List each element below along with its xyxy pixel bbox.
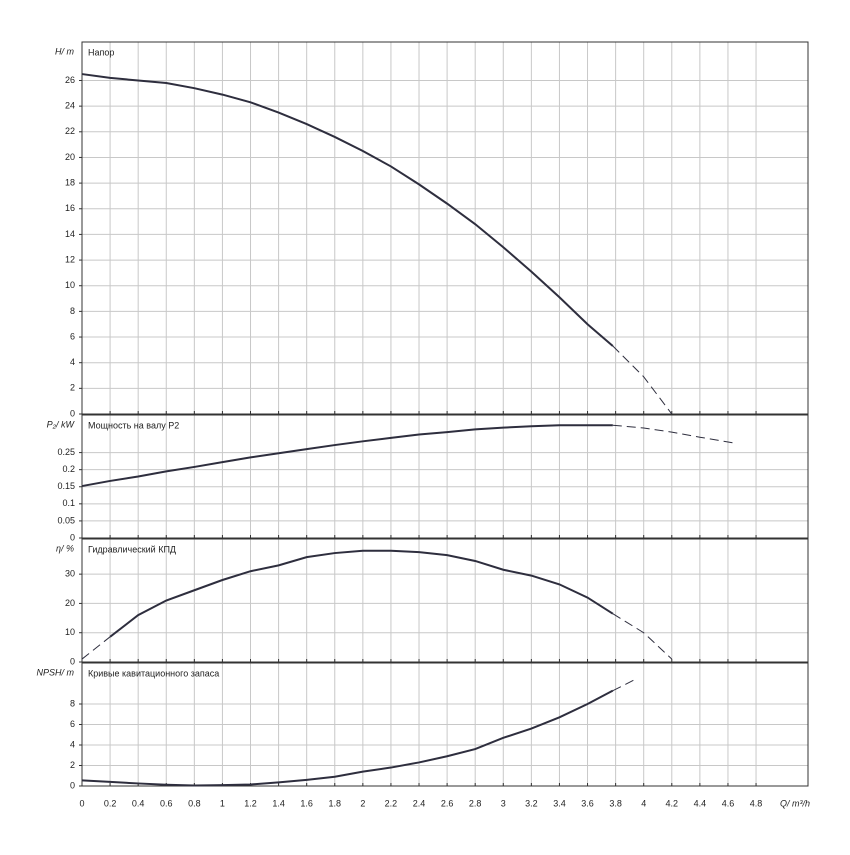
x-tick-label: 4.6 — [722, 798, 735, 808]
x-tick-label: 4.8 — [750, 798, 763, 808]
curve — [81, 424, 613, 488]
x-tick-label: 2.8 — [469, 798, 482, 808]
curve-dashed — [612, 345, 673, 415]
y-tick-label: 4 — [70, 357, 75, 367]
x-tick-label: 4 — [641, 798, 646, 808]
y-tick-label: 0 — [70, 780, 75, 790]
x-tick-label: 3.2 — [525, 798, 538, 808]
y-tick-label: 20 — [65, 152, 75, 162]
y-tick-label: 14 — [65, 229, 75, 239]
x-tick-label: 4.4 — [694, 798, 707, 808]
curve — [81, 689, 614, 787]
y-tick-label: 22 — [65, 126, 75, 136]
y-tick-label: 2 — [70, 383, 75, 393]
y-tick-label: 6 — [70, 331, 75, 341]
x-tick-label: 2.2 — [385, 798, 398, 808]
x-tick-label: 2.6 — [441, 798, 454, 808]
y-axis-label: P₂/ kW — [47, 419, 76, 429]
y-tick-label: 16 — [65, 203, 75, 213]
y-tick-label: 0 — [70, 656, 75, 666]
curve — [81, 73, 614, 347]
y-axis-label: H/ m — [55, 46, 75, 56]
plot-area — [82, 415, 808, 538]
x-tick-label: 0.6 — [160, 798, 173, 808]
plot-area — [82, 42, 808, 414]
y-tick-label: 0.2 — [62, 464, 75, 474]
y-tick-label: 10 — [65, 280, 75, 290]
x-tick-label: 1.4 — [272, 798, 285, 808]
y-tick-label: 0.25 — [57, 447, 75, 457]
x-axis-label: Q/ m³/h — [780, 798, 810, 808]
y-tick-label: 6 — [70, 719, 75, 729]
y-tick-label: 8 — [70, 698, 75, 708]
x-tick-label: 1.2 — [244, 798, 257, 808]
x-tick-label: 0 — [79, 798, 84, 808]
y-tick-label: 0 — [70, 532, 75, 542]
y-axis-label: η/ % — [56, 543, 74, 553]
curve-dashed — [612, 424, 737, 444]
plot-area — [82, 539, 808, 662]
x-tick-label: 1 — [220, 798, 225, 808]
panel-frame — [81, 414, 809, 539]
y-tick-label: 0.15 — [57, 481, 75, 491]
x-tick-label: 4.2 — [666, 798, 679, 808]
y-tick-label: 0 — [70, 408, 75, 418]
y-tick-label: 12 — [65, 254, 75, 264]
curve-dashed — [81, 636, 111, 660]
panel-frame — [81, 538, 809, 663]
panel-title: Напор — [88, 47, 114, 57]
y-tick-label: 18 — [65, 177, 75, 187]
y-tick-label: 0.05 — [57, 515, 75, 525]
x-tick-label: 0.2 — [104, 798, 117, 808]
y-tick-label: 10 — [65, 627, 75, 637]
curve-dashed — [612, 613, 673, 660]
y-tick-label: 26 — [65, 75, 75, 85]
x-tick-label: 2.4 — [413, 798, 426, 808]
panel-title: Кривые кавитационного запаса — [88, 668, 219, 678]
y-tick-label: 24 — [65, 101, 75, 111]
x-tick-label: 3.8 — [609, 798, 622, 808]
x-tick-label: 0.8 — [188, 798, 201, 808]
panel-frame — [81, 41, 809, 415]
y-tick-label: 30 — [65, 569, 75, 579]
curve — [109, 549, 614, 638]
y-axis-label: NPSH/ m — [36, 667, 74, 677]
y-tick-label: 4 — [70, 739, 75, 749]
x-tick-label: 3 — [501, 798, 506, 808]
x-tick-label: 1.6 — [300, 798, 313, 808]
x-tick-label: 0.4 — [132, 798, 145, 808]
x-tick-label: 3.6 — [581, 798, 594, 808]
panel-title: Гидравлический КПД — [88, 544, 176, 554]
panel-frame — [81, 662, 809, 787]
panel-title: Мощность на валу P2 — [88, 420, 179, 430]
y-tick-label: 2 — [70, 760, 75, 770]
curve-dashed — [612, 678, 636, 692]
x-tick-label: 3.4 — [553, 798, 566, 808]
y-tick-label: 8 — [70, 306, 75, 316]
y-tick-label: 20 — [65, 598, 75, 608]
x-tick-label: 2 — [360, 798, 365, 808]
x-tick-label: 1.8 — [329, 798, 342, 808]
y-tick-label: 0.1 — [62, 498, 75, 508]
